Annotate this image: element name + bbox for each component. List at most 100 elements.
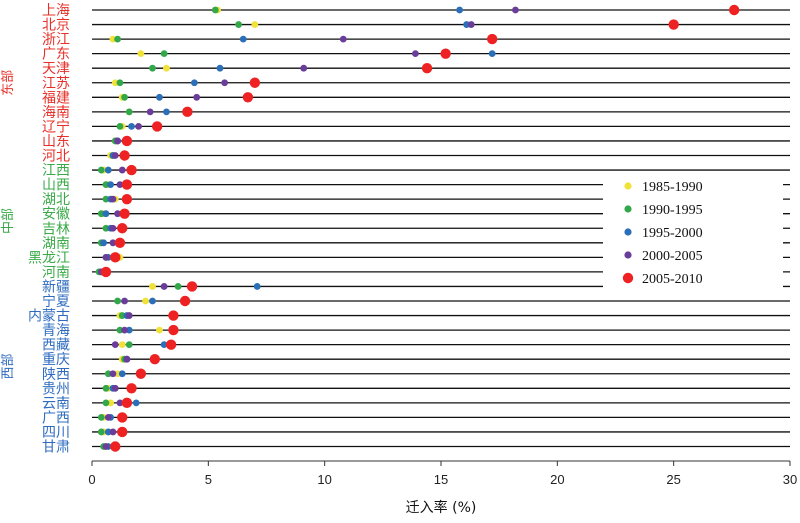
data-point-2000-2005 xyxy=(121,326,128,334)
data-point-1990-1995 xyxy=(102,224,110,232)
province-labels: 上海北京浙江广东天津江苏福建海南辽宁山东河北江西山西湖北安徽吉林湖南黑龙江河南新… xyxy=(28,3,70,456)
province-label: 福建 xyxy=(42,90,70,106)
data-point-1990-1995 xyxy=(118,312,126,319)
legend: 1985-1990 1990-1995 1995-2000 2000-2005 2005… xyxy=(603,172,783,290)
data-point-2000-2005 xyxy=(125,312,133,319)
data-point-1995-2000 xyxy=(125,326,133,334)
data-point-1995-2000 xyxy=(463,21,470,28)
data-point-2005-2010 xyxy=(121,179,133,190)
legend-label: 1985-1990 xyxy=(642,180,703,195)
data-point-2005-2010 xyxy=(119,150,130,161)
province-label: 四川 xyxy=(42,425,70,441)
data-point-2000-2005 xyxy=(300,64,308,72)
data-point-2005-2010 xyxy=(126,164,137,176)
data-point-1995-2000 xyxy=(104,166,112,174)
province-label: 河南 xyxy=(42,265,70,281)
data-point-2005-2010 xyxy=(149,354,161,365)
data-point-2005-2010 xyxy=(110,441,121,452)
data-point-1995-2000 xyxy=(190,79,198,87)
legend-box xyxy=(603,172,783,290)
data-point-2000-2005 xyxy=(412,50,419,58)
data-point-2000-2005 xyxy=(109,224,117,232)
data-point-1985-1990 xyxy=(114,370,121,378)
data-point-2005-2010 xyxy=(486,33,498,45)
data-point-1990-1995 xyxy=(102,399,110,407)
region-label: 东部 xyxy=(1,70,16,96)
x-tick-label: 30 xyxy=(783,472,797,487)
data-point-1995-2000 xyxy=(253,283,261,290)
data-point-2005-2010 xyxy=(168,310,179,321)
data-point-2005-2010 xyxy=(168,324,179,336)
data-point-2000-2005 xyxy=(121,297,128,305)
data-point-1995-2000 xyxy=(118,370,126,378)
legend-label: 1990-1995 xyxy=(642,203,703,218)
data-point-1995-2000 xyxy=(488,50,496,58)
data-point-1985-1990 xyxy=(137,50,145,58)
data-point-2005-2010 xyxy=(186,281,198,292)
data-point-1995-2000 xyxy=(239,35,247,43)
data-point-2005-2010 xyxy=(249,77,261,88)
data-point-2000-2005 xyxy=(116,181,124,189)
province-label: 宁夏 xyxy=(42,293,70,310)
data-point-1995-2000 xyxy=(456,6,464,14)
data-point-1985-1990 xyxy=(109,35,117,43)
data-point-2000-2005 xyxy=(193,93,201,101)
data-point-2000-2005 xyxy=(221,79,229,87)
data-point-2005-2010 xyxy=(165,339,177,350)
data-point-2000-2005 xyxy=(111,152,119,159)
province-label: 黑龙江 xyxy=(28,250,70,266)
legend-label: 1995-2000 xyxy=(642,226,703,241)
province-label: 贵州 xyxy=(42,381,70,397)
data-point-2000-2005 xyxy=(123,355,131,363)
data-point-1985-1990 xyxy=(163,64,170,72)
province-label: 内蒙古 xyxy=(28,309,70,325)
province-label: 浙江 xyxy=(42,32,70,48)
data-point-1990-1995 xyxy=(114,35,121,43)
data-points xyxy=(95,4,740,452)
province-label: 陕西 xyxy=(42,367,70,383)
x-tick-label: 20 xyxy=(550,472,564,487)
data-point-2000-2005 xyxy=(109,428,117,436)
x-tick-label: 5 xyxy=(205,472,212,487)
data-point-2005-2010 xyxy=(151,121,163,132)
data-point-1985-1990 xyxy=(156,326,163,334)
data-point-1990-1995 xyxy=(97,414,105,421)
region-label: 中部 xyxy=(1,208,16,234)
data-point-1995-2000 xyxy=(163,108,170,116)
data-point-1995-2000 xyxy=(104,428,112,436)
data-point-2000-2005 xyxy=(116,399,124,407)
province-label: 天津 xyxy=(42,61,70,77)
province-label: 江苏 xyxy=(42,76,70,92)
data-point-1995-2000 xyxy=(100,239,108,247)
province-label: 上海 xyxy=(42,3,70,19)
data-point-1985-1990 xyxy=(118,341,126,349)
data-point-2000-2005 xyxy=(109,239,117,247)
data-point-2000-2005 xyxy=(111,341,119,349)
province-label: 广东 xyxy=(42,47,70,63)
data-point-2005-2010 xyxy=(117,223,128,234)
province-label: 湖北 xyxy=(42,192,70,208)
data-point-1985-1990 xyxy=(107,399,115,407)
data-point-1985-1990 xyxy=(251,21,259,28)
data-point-1990-1995 xyxy=(97,210,105,218)
data-point-2000-2005 xyxy=(467,21,475,28)
data-point-1995-2000 xyxy=(128,123,135,130)
data-point-1990-1995 xyxy=(114,297,121,305)
data-point-2005-2010 xyxy=(114,237,126,248)
legend-label: 2005-2010 xyxy=(642,272,703,287)
province-label: 江西 xyxy=(42,163,70,179)
data-point-2005-2010 xyxy=(668,19,679,30)
x-tick-label: 25 xyxy=(666,472,680,487)
data-point-1995-2000 xyxy=(102,210,110,218)
x-tick-label: 10 xyxy=(317,472,331,487)
data-point-2000-2005 xyxy=(512,6,519,14)
legend-marker xyxy=(624,182,632,190)
legend-marker xyxy=(624,205,632,213)
legend-marker xyxy=(624,251,632,259)
data-point-1990-1995 xyxy=(116,326,124,334)
legend-marker xyxy=(624,228,632,236)
x-tick-labels: 0 5 10 15 20 25 30 xyxy=(88,461,797,487)
data-point-1995-2000 xyxy=(107,181,115,189)
legend-marker xyxy=(622,272,634,284)
